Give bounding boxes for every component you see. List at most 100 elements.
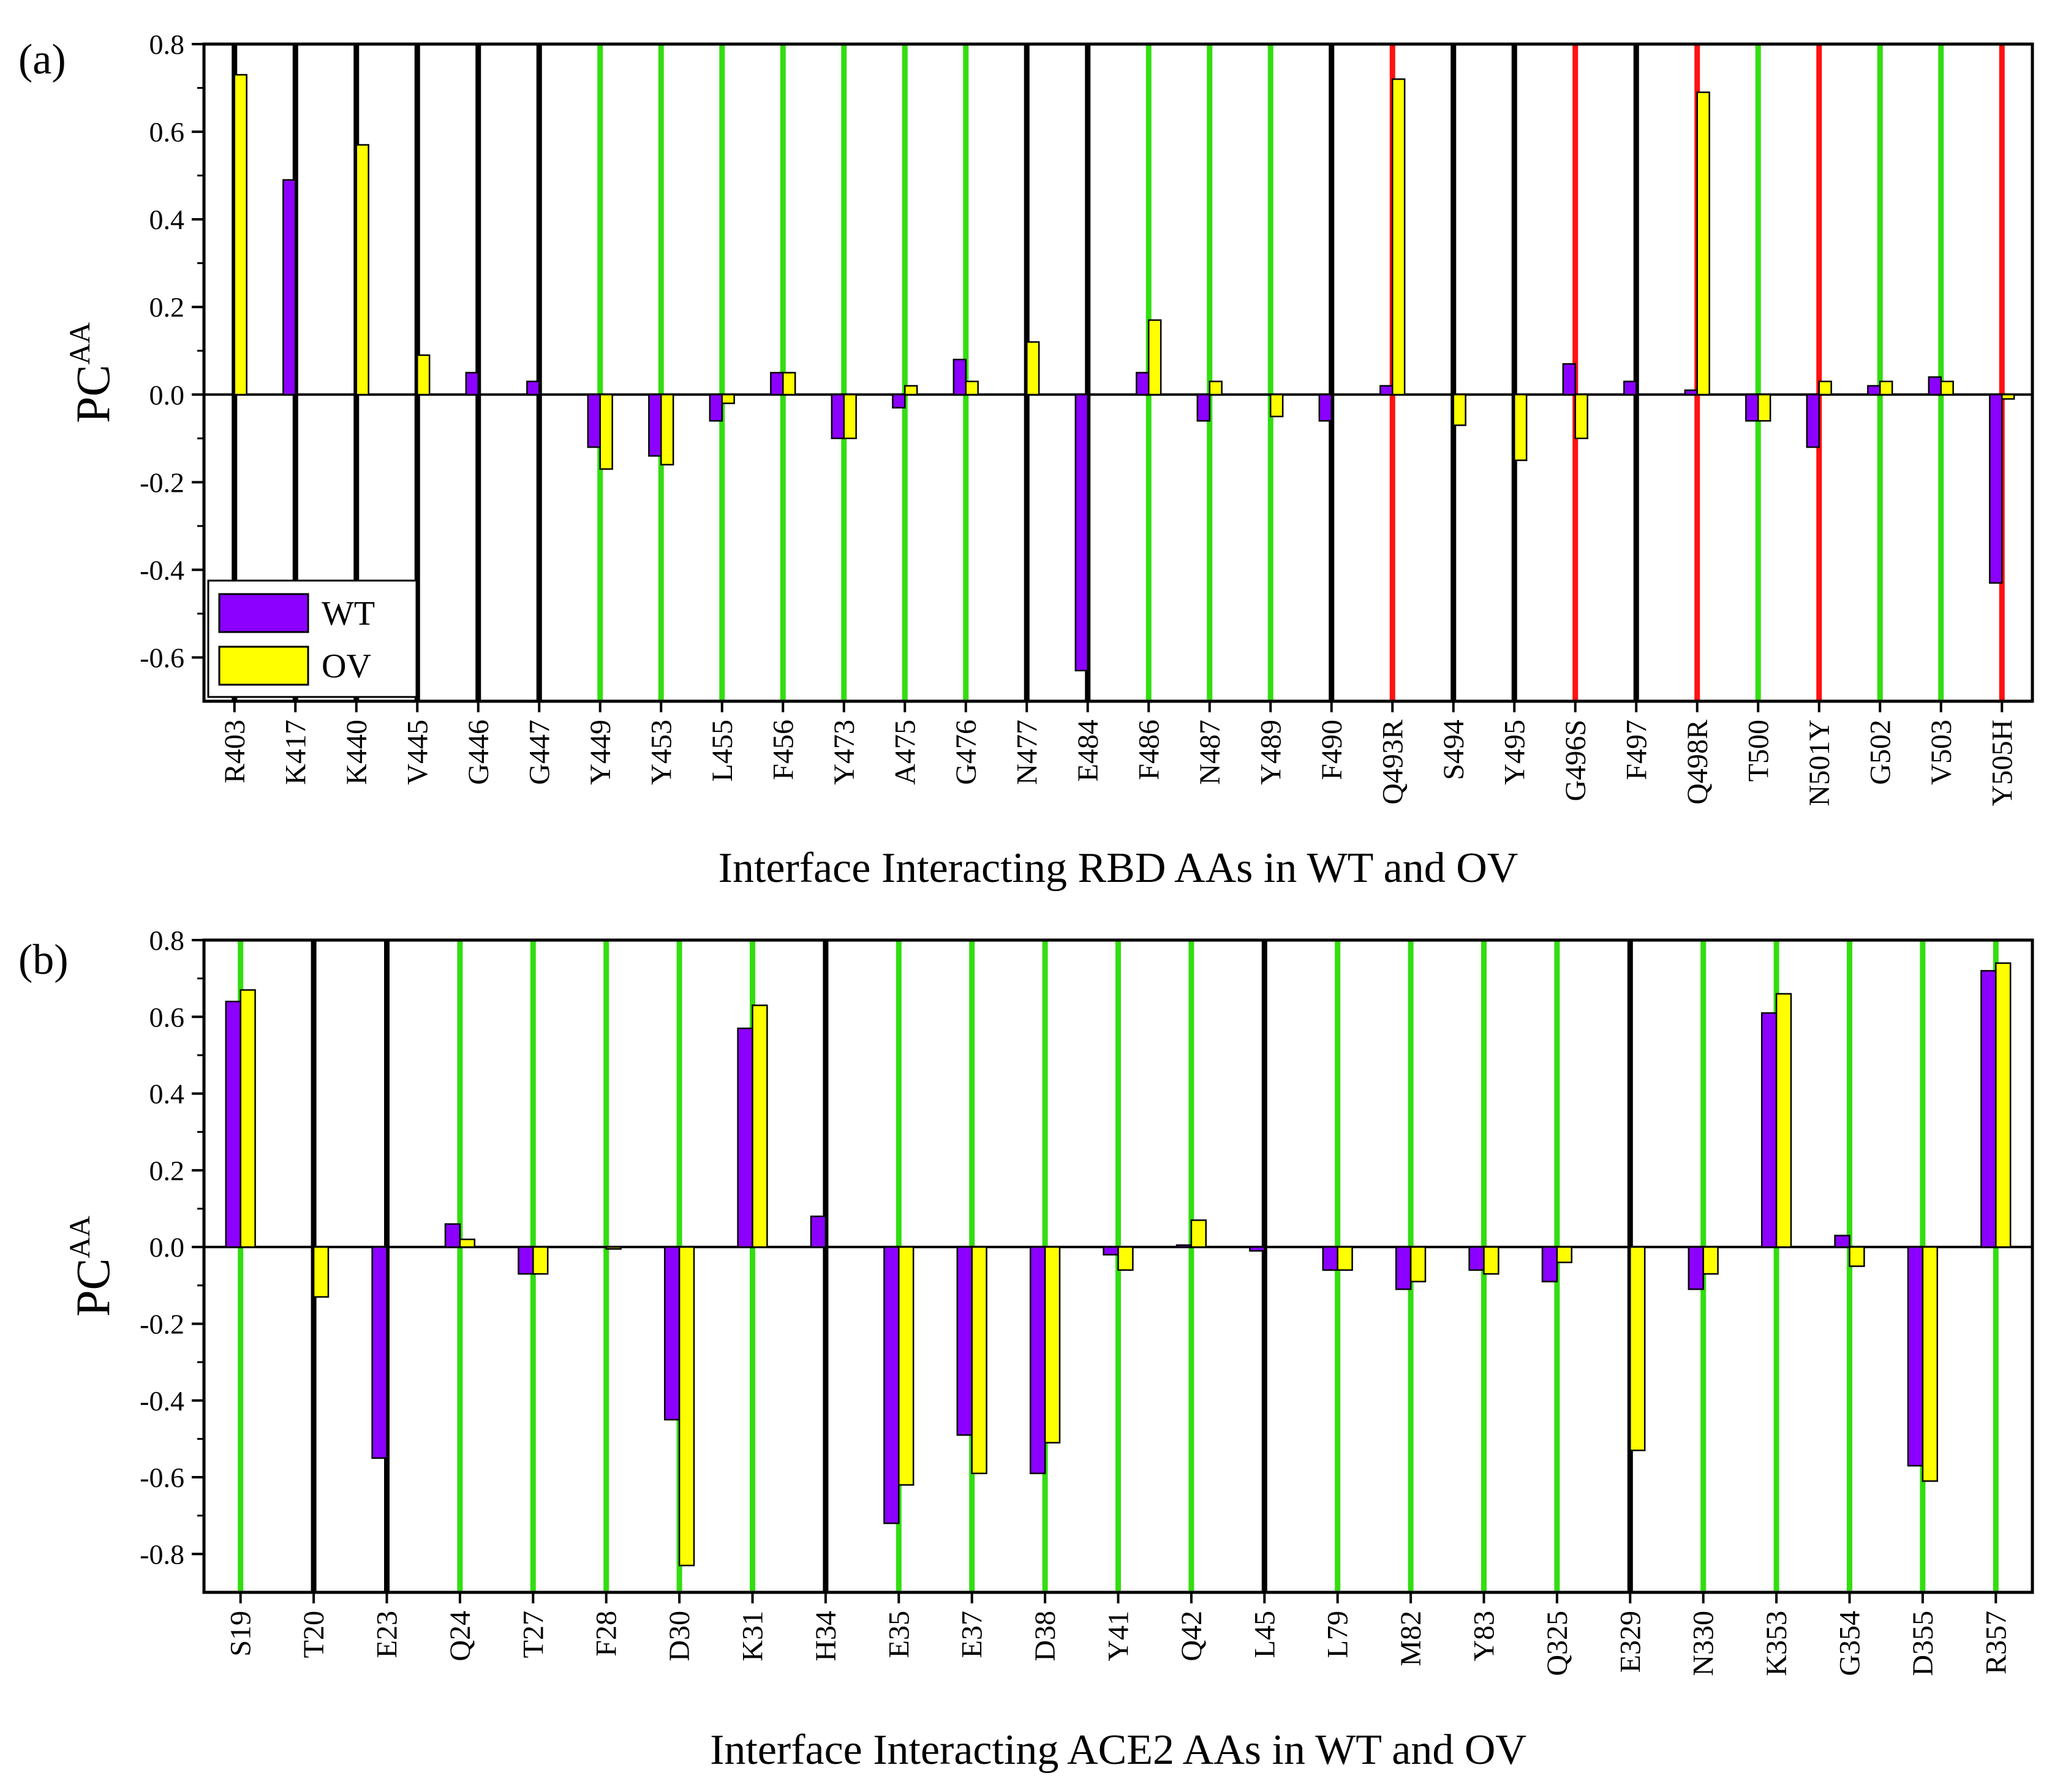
bar-ov: [1879, 380, 1893, 396]
bar-ov: [971, 1246, 987, 1475]
bar-wt: [892, 394, 906, 408]
panel-b: -0.8 -0.6 -0.4 -0.2 0.0 0.2 0.4 0.6 0.8 S19 T20 E23…: [18, 925, 2034, 1774]
bar-wt: [587, 394, 601, 448]
x-tick-label: V503: [1925, 720, 1958, 785]
x-tick-label: Y449: [584, 720, 617, 785]
y-axis-title-sup: AA: [64, 322, 96, 365]
bar-wt: [1907, 1246, 1924, 1467]
bar-wt: [770, 372, 784, 396]
bar-wt: [282, 179, 296, 396]
bar-ov: [233, 73, 247, 396]
x-tick-label: Y495: [1498, 720, 1531, 785]
y-tick-label: -0.8: [140, 1538, 184, 1570]
x-tick-label: E484: [1072, 720, 1104, 781]
bar-wt: [1623, 380, 1637, 396]
y-tick-label: -0.2: [140, 1308, 184, 1339]
bar-ov: [312, 1246, 330, 1298]
y-tick-label: -0.6: [140, 642, 184, 673]
panel-label: (a): [18, 36, 66, 83]
bar-wt: [1379, 385, 1394, 396]
bar-ov: [1696, 91, 1710, 396]
x-tick-label: R357: [1980, 1611, 2012, 1674]
x-tick-label: G354: [1834, 1611, 1866, 1676]
bar-ov: [1818, 380, 1832, 396]
bar-wt: [1249, 1246, 1266, 1252]
bar-ov: [678, 1246, 695, 1567]
y-tick-label: 0.0: [149, 379, 185, 410]
x-tick-label: Q493R: [1376, 720, 1409, 805]
bar-ov: [1452, 394, 1466, 426]
bar-wt: [1322, 1246, 1338, 1271]
legend-label-ov: OV: [322, 647, 371, 685]
bar-ov: [1940, 380, 1954, 396]
bar-wt: [1980, 969, 1997, 1248]
x-tick-label: G446: [462, 720, 495, 785]
x-tick-label: G476: [950, 720, 983, 785]
bar-wt: [831, 394, 845, 440]
x-tick-label: N330: [1688, 1611, 1720, 1676]
x-tick-label: K440: [341, 720, 373, 785]
bar-ov: [1392, 78, 1406, 396]
x-tick-label: G447: [523, 720, 556, 785]
x-tick-label: F490: [1316, 720, 1348, 780]
bar-ov: [2001, 394, 2015, 400]
x-tick-label: G502: [1864, 720, 1896, 785]
bar-wt: [648, 394, 662, 457]
y-axis-title-sup: AA: [64, 1216, 96, 1259]
x-tick-label: D355: [1907, 1611, 1939, 1676]
bar-ov: [1922, 1246, 1939, 1482]
bar-ov: [1995, 962, 2012, 1248]
y-tick-label: 0.6: [149, 1001, 185, 1033]
bar-ov: [605, 1246, 622, 1250]
x-tick-label: L455: [706, 720, 739, 781]
y-axis-title: PCAA: [64, 322, 119, 423]
bar-ov: [459, 1238, 476, 1248]
x-tick-label: N487: [1194, 720, 1226, 785]
bar-ov: [1409, 1246, 1427, 1282]
bar-wt: [1318, 394, 1333, 422]
legend-label-wt: WT: [322, 595, 375, 633]
x-tick-label: E37: [956, 1611, 989, 1658]
x-tick-label: E35: [883, 1611, 915, 1658]
y-tick-label: 0.8: [149, 29, 185, 60]
bar-ov: [782, 372, 796, 396]
x-tick-label: H34: [810, 1611, 842, 1662]
bar-wt: [1989, 394, 2003, 584]
x-tick-label: F486: [1133, 720, 1165, 780]
y-axis-title: PCAA: [64, 1216, 119, 1317]
bar-ov: [532, 1246, 549, 1275]
bar-wt: [1834, 1235, 1850, 1248]
x-tick-label: N477: [1011, 720, 1043, 785]
bar-ov: [417, 354, 431, 396]
y-tick-label: -0.4: [140, 554, 184, 585]
x-tick-label: Y505H: [1986, 720, 2018, 806]
y-tick-label: -0.6: [140, 1462, 184, 1493]
bar-ov: [721, 394, 735, 404]
bar-wt: [1562, 363, 1577, 396]
bar-wt: [956, 1246, 973, 1436]
x-tick-label: T27: [517, 1611, 549, 1658]
x-tick-label: N501Y: [1803, 720, 1836, 806]
bar-wt: [1074, 394, 1088, 672]
x-tick-label: V445: [401, 720, 434, 785]
x-tick-label: L45: [1248, 1611, 1281, 1658]
bar-wt: [1029, 1246, 1046, 1475]
bar-wt: [883, 1246, 900, 1524]
bar-wt: [663, 1246, 681, 1421]
x-tick-label: D38: [1029, 1611, 1062, 1662]
bar-wt: [952, 358, 967, 396]
bar-wt: [371, 1246, 388, 1459]
bar-ov: [1337, 1246, 1353, 1271]
bar-wt: [709, 394, 723, 422]
bar-wt: [810, 1215, 827, 1248]
bar-ov: [1556, 1246, 1573, 1263]
bar-ov: [1026, 341, 1040, 396]
x-tick-label: F456: [767, 720, 799, 780]
x-tick-label: K353: [1760, 1611, 1793, 1676]
y-tick-label: 0.4: [149, 1079, 185, 1110]
x-tick-label: Y83: [1468, 1611, 1501, 1662]
bar-wt: [1688, 1246, 1704, 1290]
bar-wt: [737, 1027, 753, 1248]
x-tick-label: E23: [371, 1611, 404, 1658]
x-tick-label: T500: [1742, 720, 1775, 781]
